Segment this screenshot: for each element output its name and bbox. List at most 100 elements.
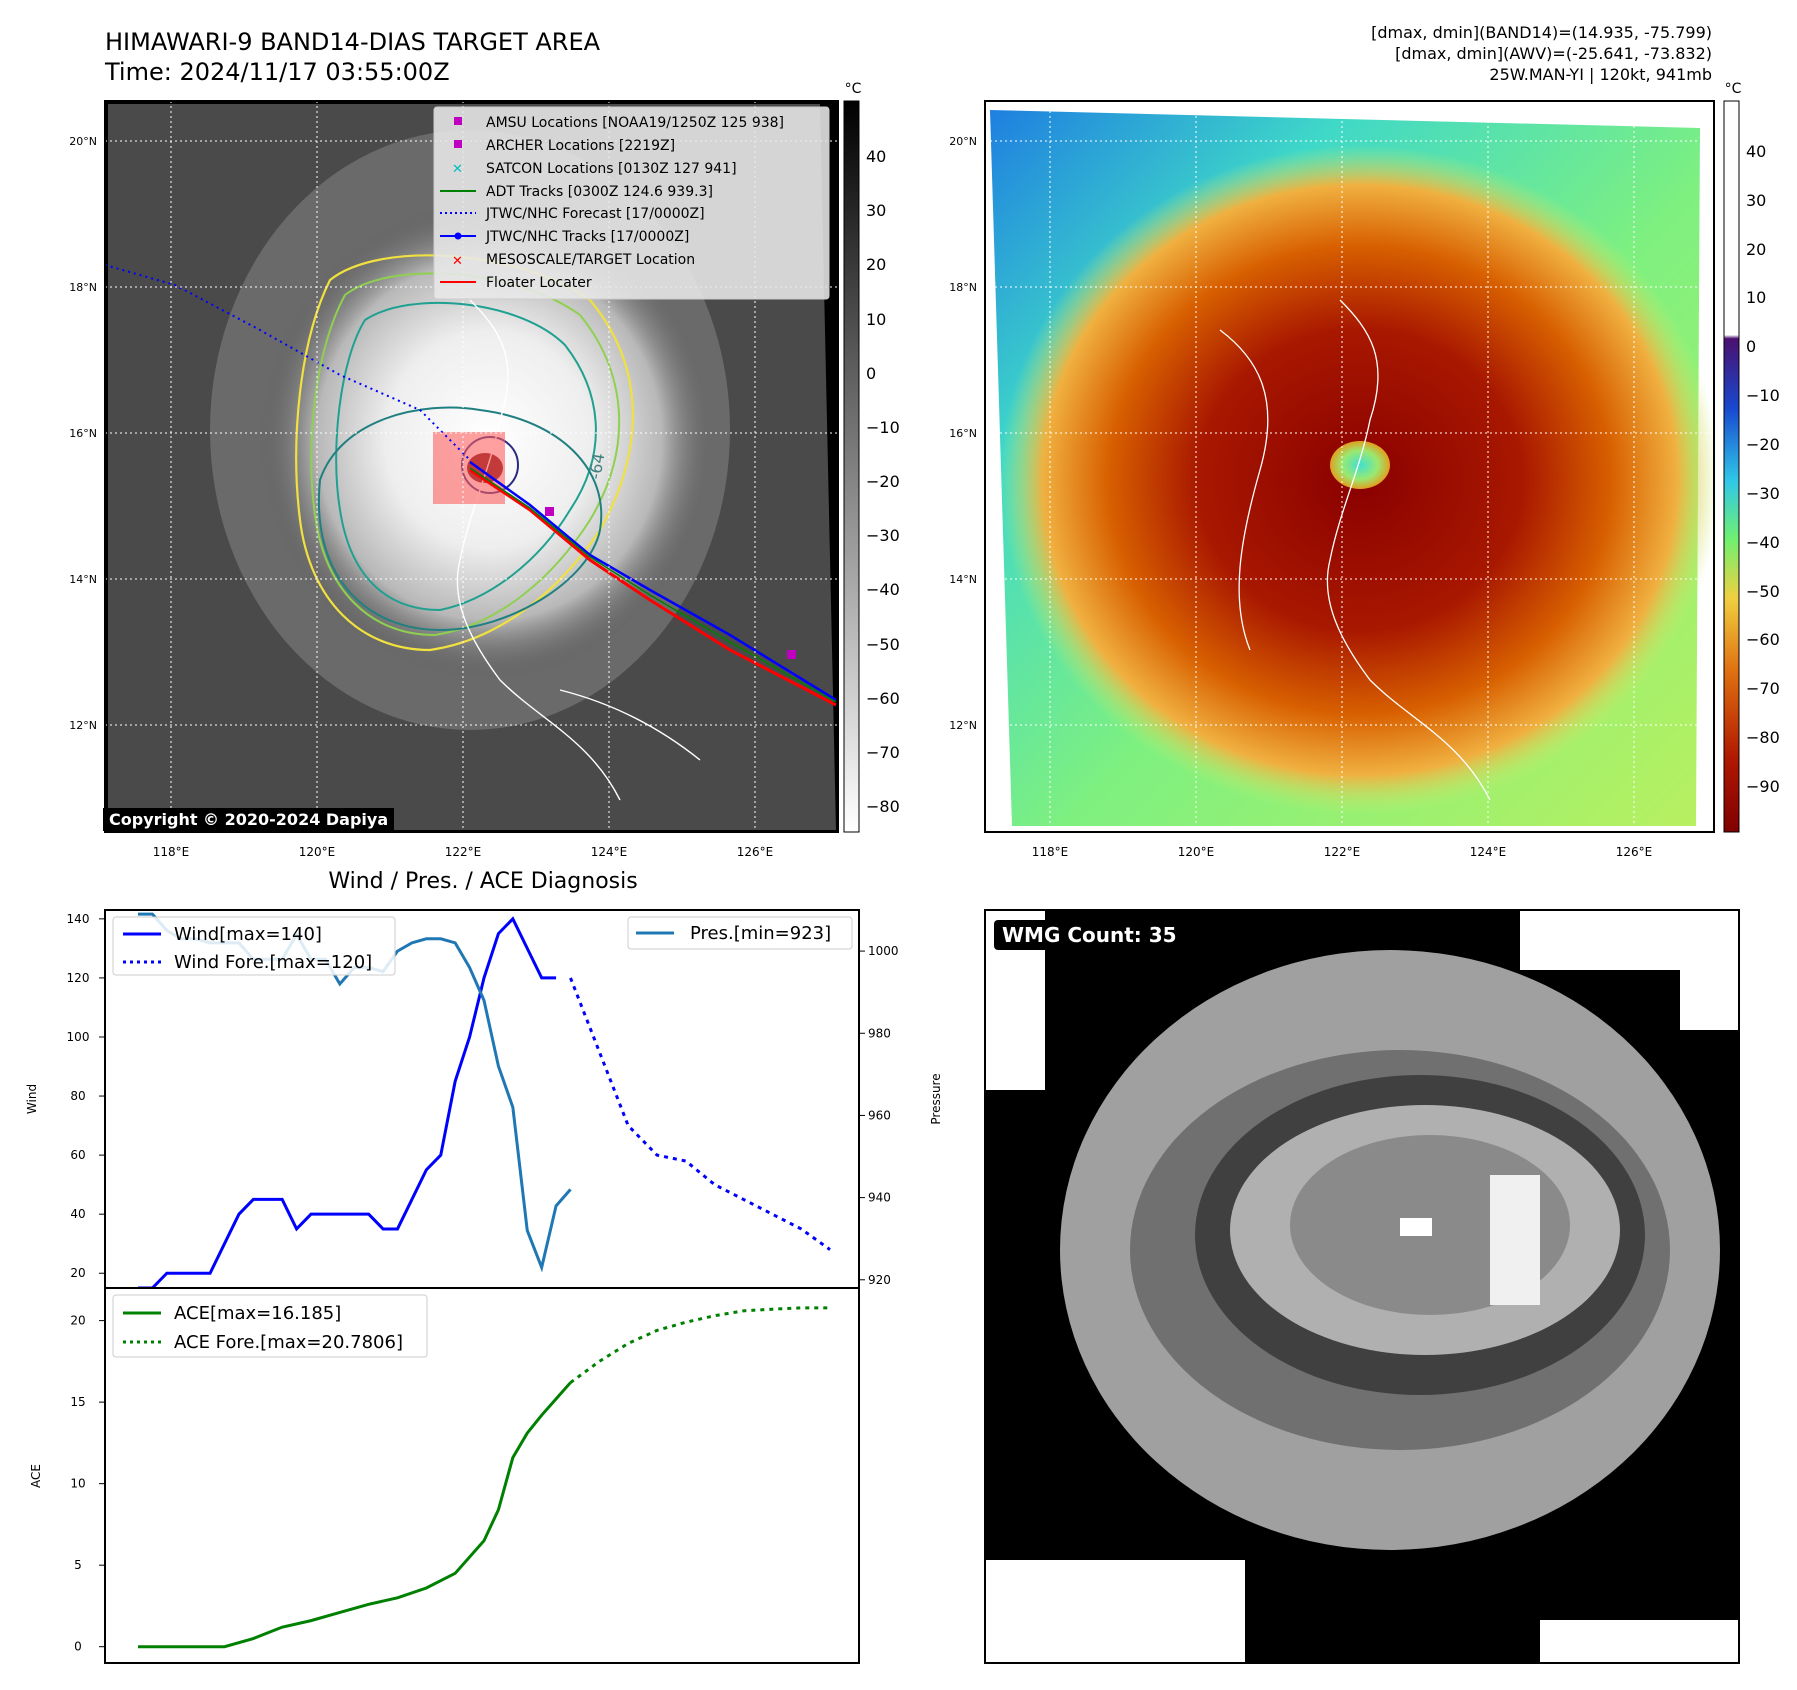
target-box	[433, 432, 505, 504]
awv-eye	[1330, 441, 1390, 489]
wmg-clear-area	[1520, 910, 1739, 970]
wmg-clear-area	[1540, 1620, 1739, 1663]
ace-tick-label: 10	[70, 1477, 85, 1491]
awv-cb-tick: −40	[1746, 533, 1780, 552]
legend-label: MESOSCALE/TARGET Location	[486, 252, 695, 268]
awv-lat-label: 20°N	[949, 135, 977, 148]
awv-lon-label: 124°E	[1470, 845, 1507, 859]
ir-lon-label: 126°E	[737, 845, 774, 859]
awv-lon-label: 118°E	[1032, 845, 1069, 859]
wmg-eye-bright	[1400, 1218, 1432, 1236]
title-line-1: HIMAWARI-9 BAND14-DIAS TARGET AREA	[105, 28, 601, 56]
legend-label: SATCON Locations [0130Z 127 941]	[486, 161, 737, 177]
ace-series-group	[138, 1306, 830, 1649]
ace-tick-label: 20	[70, 1314, 85, 1328]
legend-label: Floater Locater	[486, 275, 592, 291]
ace-tick-label: 5	[74, 1558, 82, 1572]
legend-label: JTWC/NHC Tracks [17/0000Z]	[485, 229, 689, 245]
figure-title: HIMAWARI-9 BAND14-DIAS TARGET AREA Time:…	[105, 27, 600, 87]
awv-cb-tick: −70	[1746, 679, 1780, 698]
ir-lat-label: 16°N	[69, 427, 97, 440]
ir-colorbar-unit: °C	[845, 81, 862, 97]
awv-lon-label: 126°E	[1616, 845, 1653, 859]
amsu-marker	[787, 650, 796, 659]
awv-lat-label: 18°N	[949, 281, 977, 294]
legend-marker-satcon: ✕	[452, 162, 463, 177]
legend-label: ARCHER Locations [2219Z]	[486, 138, 675, 154]
ace-y-ticks: 0 5 10 15 20	[70, 1314, 105, 1654]
awv-imagery	[985, 101, 1714, 832]
ir-cb-tick: −50	[866, 635, 900, 654]
legend-box	[433, 106, 830, 300]
awv-frame	[984, 100, 1715, 833]
pressure-tick-label: 1000	[868, 944, 899, 958]
awv-colorbar-ticks: 40 30 20 10 0 −10 −20 −30 −40 −50 −60 −7…	[1746, 142, 1780, 796]
info-line-2: [dmax, dmin](AWV)=(-25.641, -73.832)	[1395, 44, 1712, 63]
ace-forecast-line	[569, 1306, 830, 1384]
ir-colorbar	[843, 100, 860, 833]
ir-frame	[104, 100, 839, 833]
wmg-clear-area	[1680, 970, 1739, 1030]
pressure-tick-label: 940	[868, 1191, 891, 1205]
wmg-count-badge: WMG Count: 35	[994, 920, 1185, 950]
ace-tick-label: 0	[74, 1640, 82, 1654]
legend-marker-archer	[454, 140, 462, 148]
info-line-1: [dmax, dmin](BAND14)=(14.935, -75.799)	[1371, 23, 1712, 42]
wind-tick-label: 40	[70, 1207, 85, 1221]
awv-cb-tick: −10	[1746, 386, 1780, 405]
legend-ace-label: ACE[max=16.185]	[174, 1303, 341, 1324]
awv-cb-tick: −30	[1746, 484, 1780, 503]
wmg-clear-area	[985, 1560, 1245, 1663]
floater-line	[469, 468, 837, 707]
awv-cb-tick: 30	[1746, 191, 1766, 210]
awv-cb-tick: −20	[1746, 435, 1780, 454]
awv-lat-labels: 20°N 18°N 16°N 14°N 12°N	[949, 135, 977, 732]
wind-tick-label: 80	[70, 1089, 85, 1103]
ace-legend: ACE[max=16.185] ACE Fore.[max=20.7806]	[112, 1294, 428, 1358]
jtwc-track-line	[469, 460, 837, 702]
ir-cb-tick: −40	[866, 580, 900, 599]
awv-cb-tick: −50	[1746, 582, 1780, 601]
legend-label: JTWC/NHC Forecast [17/0000Z]	[485, 206, 705, 222]
ir-cb-tick: −70	[866, 743, 900, 762]
ir-lon-label: 118°E	[153, 845, 190, 859]
ir-cb-tick: 20	[866, 255, 886, 274]
wmg-panel	[984, 909, 1740, 1664]
wmg-imagery	[985, 910, 1739, 1663]
legend-marker-target: ✕	[452, 254, 463, 269]
wind-tick-label: 140	[67, 912, 90, 926]
legend-ace-forecast-label: ACE Fore.[max=20.7806]	[174, 1332, 403, 1353]
ir-lat-labels: 20°N 18°N 16°N 14°N 12°N	[69, 135, 97, 732]
pressure-tick-label: 980	[868, 1026, 891, 1040]
legend-marker-amsu	[454, 117, 462, 125]
legend-wind-label: Wind[max=140]	[174, 924, 322, 945]
awv-grid	[985, 101, 1714, 832]
ir-cb-tick: −80	[866, 797, 900, 816]
legend-label: AMSU Locations [NOAA19/1250Z 125 938]	[486, 115, 784, 131]
wind-tick-label: 100	[67, 1030, 90, 1044]
ir-legend: AMSU Locations [NOAA19/1250Z 125 938] AR…	[433, 106, 830, 300]
contour-teal	[335, 301, 597, 612]
archer-marker	[545, 507, 554, 516]
wind-tick-label: 120	[67, 971, 90, 985]
legend-label: ADT Tracks [0300Z 124.6 939.3]	[486, 184, 713, 200]
awv-cb-tick: 0	[1746, 337, 1756, 356]
contour-teal-inner	[317, 406, 603, 632]
awv-cb-tick: 20	[1746, 240, 1766, 259]
wmg-eye-bright	[1490, 1175, 1540, 1305]
pressure-axis-label: Pressure	[929, 1073, 943, 1124]
ir-cb-tick: 0	[866, 364, 876, 383]
pressure-tick-label: 920	[868, 1273, 891, 1287]
awv-cb-tick: 10	[1746, 288, 1766, 307]
ir-lat-label: 12°N	[69, 719, 97, 732]
wind-legend: Wind[max=140] Wind Fore.[max=120] Pres.[…	[112, 916, 853, 976]
wind-y-ticks: 20 40 60 80 100 120 140	[67, 912, 105, 1280]
awv-lat-label: 12°N	[949, 719, 977, 732]
ir-satellite-panel: -64 20°N 18°N	[69, 81, 900, 859]
ir-lat-label: 14°N	[69, 573, 97, 586]
pressure-tick-label: 960	[868, 1108, 891, 1122]
info-line-3: 25W.MAN-YI | 120kt, 941mb	[1489, 65, 1712, 84]
ace-axis-label: ACE	[29, 1464, 43, 1488]
awv-colorbar-unit: °C	[1725, 81, 1742, 97]
